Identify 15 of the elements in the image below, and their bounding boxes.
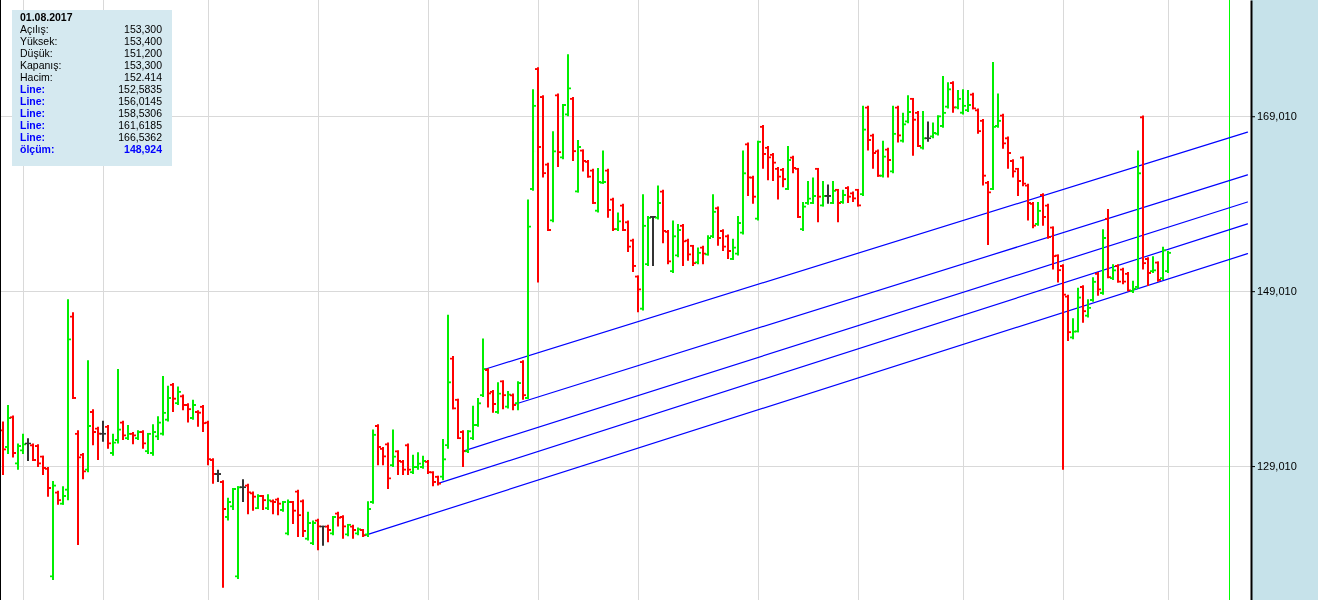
text: Kapanış: 153,300 (20, 59, 162, 71)
text: Açılış: 153,300 (20, 23, 162, 35)
text: Yüksek: 153,400 (20, 35, 162, 47)
annotation: 01.08.2017 (20, 11, 73, 23)
y-tick-label: 129,010 (1257, 460, 1297, 473)
text: Line: 158,5306 (20, 107, 162, 119)
y-tick-label: 169,010 (1257, 110, 1297, 123)
text: Line: 166,5362 (20, 131, 162, 143)
text: ölçüm: 148,924 (20, 143, 162, 155)
y-tick-label: 149,010 (1257, 285, 1297, 298)
text: Line: 161,6185 (20, 119, 162, 131)
text: Line: 152,5835 (20, 83, 162, 95)
text: Düşük: 151,200 (20, 47, 162, 59)
text: Hacim: 152.414 (20, 71, 162, 83)
text: Line: 156,0145 (20, 95, 162, 107)
